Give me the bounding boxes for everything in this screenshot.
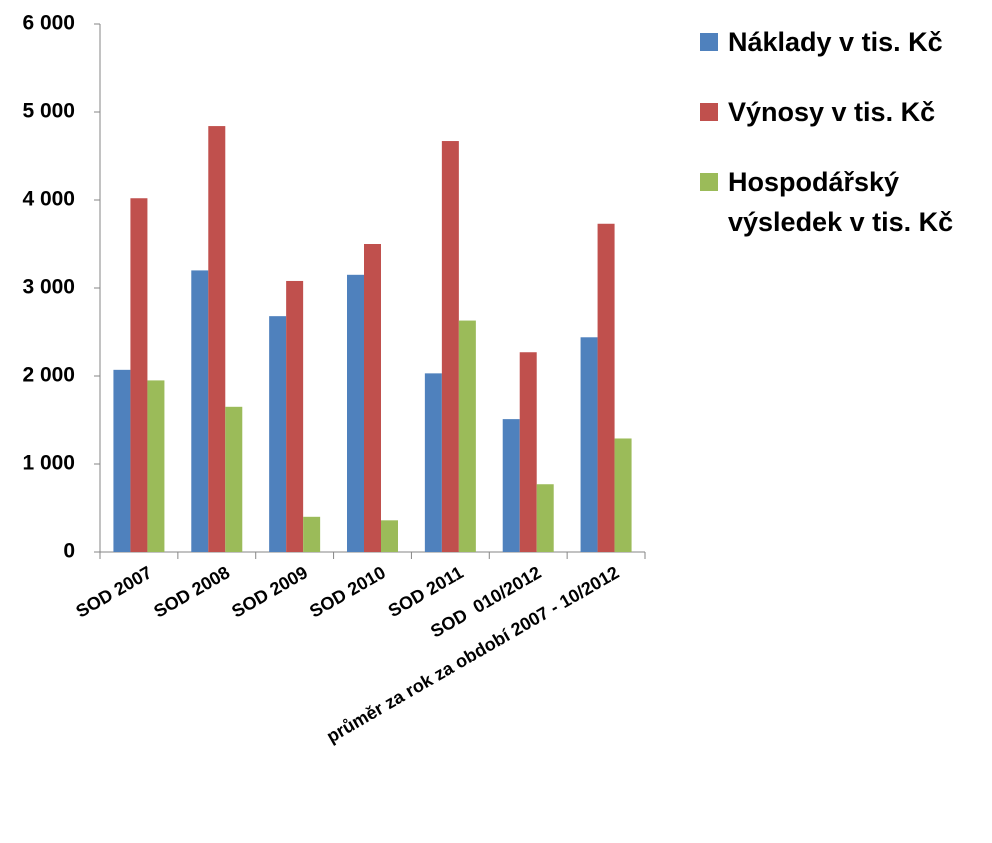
y-tick-label: 4 000 <box>22 188 75 211</box>
y-tick-label: 1 000 <box>22 452 75 475</box>
y-tick-label: 6 000 <box>22 12 75 35</box>
bar <box>208 126 226 552</box>
bar <box>147 380 165 552</box>
legend-label: Hospodářský výsledek v tis. Kč <box>728 167 954 237</box>
x-tick-label: SOD 2008 <box>150 562 233 621</box>
bar <box>580 337 598 552</box>
legend-label: Výnosy v tis. Kč <box>728 97 936 127</box>
bar <box>597 223 615 552</box>
bar <box>519 352 537 552</box>
legend-swatch <box>700 103 718 121</box>
legend: Náklady v tis. Kč Výnosy v tis. Kč Hospodá… <box>700 22 980 272</box>
x-tick-label: SOD 2009 <box>228 562 311 621</box>
bar <box>113 369 131 552</box>
legend-item: Náklady v tis. Kč <box>700 22 980 62</box>
bar <box>286 280 304 552</box>
bar <box>130 198 148 553</box>
bar <box>225 406 243 552</box>
bar <box>364 244 381 552</box>
bar <box>269 316 287 552</box>
bar <box>303 516 321 552</box>
y-tick-label: 0 <box>63 540 75 563</box>
legend-swatch <box>700 33 718 51</box>
legend-label: Náklady v tis. Kč <box>728 27 943 57</box>
bar <box>614 438 632 552</box>
bar <box>441 141 459 553</box>
x-tick-label: SOD 2010 <box>306 562 389 621</box>
legend-item: Hospodářský výsledek v tis. Kč <box>700 162 980 242</box>
bar <box>191 270 209 552</box>
legend-swatch <box>700 173 718 191</box>
x-tick-label: SOD 2007 <box>73 562 156 621</box>
bar <box>347 274 364 552</box>
bar <box>502 419 520 552</box>
bar <box>381 520 398 552</box>
bar <box>536 484 554 552</box>
bar <box>424 373 442 552</box>
y-tick-label: 5 000 <box>22 100 75 123</box>
legend-item: Výnosy v tis. Kč <box>700 92 980 132</box>
bar <box>458 320 476 552</box>
y-tick-label: 2 000 <box>22 364 75 387</box>
y-tick-label: 3 000 <box>22 276 75 299</box>
